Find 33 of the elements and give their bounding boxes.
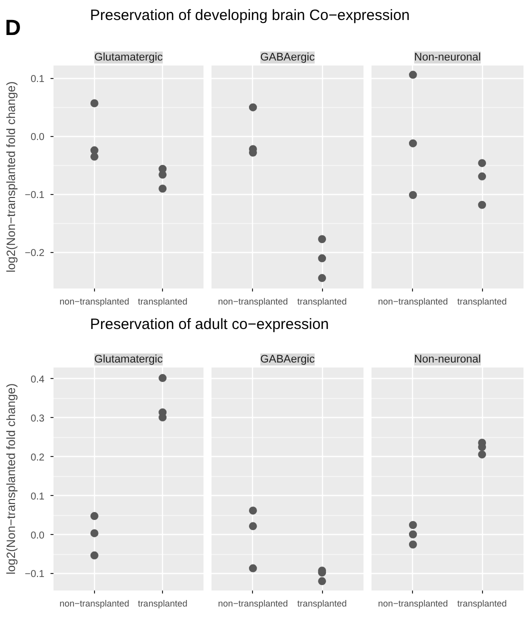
y-tick-label: 0.1 (30, 491, 45, 502)
x-tick-label: non−transplanted (218, 598, 288, 608)
chart-title: Glutamatergic (94, 52, 164, 64)
x-tick-label: non−transplanted (218, 296, 288, 306)
chart-title: Glutamatergic (94, 354, 164, 366)
text: Preservation of developing brain Co−expression (90, 6, 410, 26)
x-tick-label: non−transplanted (60, 598, 130, 608)
x-tick-label: transplanted (138, 296, 188, 306)
x-tick-label: transplanted (297, 598, 347, 608)
x-tick-label: transplanted (457, 598, 507, 608)
x-tick-label: transplanted (138, 598, 188, 608)
text: D (5, 14, 21, 42)
y-tick-label: 0.4 (30, 374, 45, 386)
text: Preservation of adult co−expression (90, 315, 329, 335)
y-tick-label: 0.1 (30, 74, 45, 85)
y-tick-label: −0.1 (24, 190, 45, 201)
y-axis-title: log2(Non−transplanted fold change) (4, 81, 18, 273)
x-tick-label: non−transplanted (378, 598, 448, 608)
y-tick-label: −0.2 (24, 248, 45, 259)
x-tick-label: non−transplanted (378, 296, 448, 306)
y-tick-label: 0.0 (30, 132, 45, 143)
y-tick-label: −0.1 (24, 569, 45, 580)
y-tick-label: 0.0 (30, 530, 45, 542)
chart-title: Non-neuronal (414, 354, 481, 366)
chart-title: GABAergic (260, 354, 316, 366)
y-tick-label: 0.2 (30, 452, 45, 464)
x-tick-label: transplanted (297, 296, 347, 306)
chart-title: GABAergic (260, 52, 316, 64)
x-tick-label: transplanted (457, 296, 507, 306)
y-tick-label: 0.3 (30, 413, 45, 424)
chart-title: Non-neuronal (414, 52, 481, 64)
y-axis-title: log2(Non−transplanted fold change) (4, 383, 18, 575)
x-tick-label: non−transplanted (60, 296, 130, 306)
